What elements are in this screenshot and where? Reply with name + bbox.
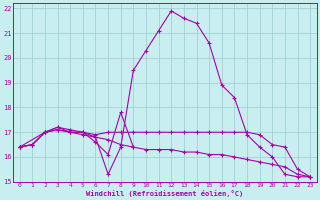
X-axis label: Windchill (Refroidissement éolien,°C): Windchill (Refroidissement éolien,°C)	[86, 190, 244, 197]
